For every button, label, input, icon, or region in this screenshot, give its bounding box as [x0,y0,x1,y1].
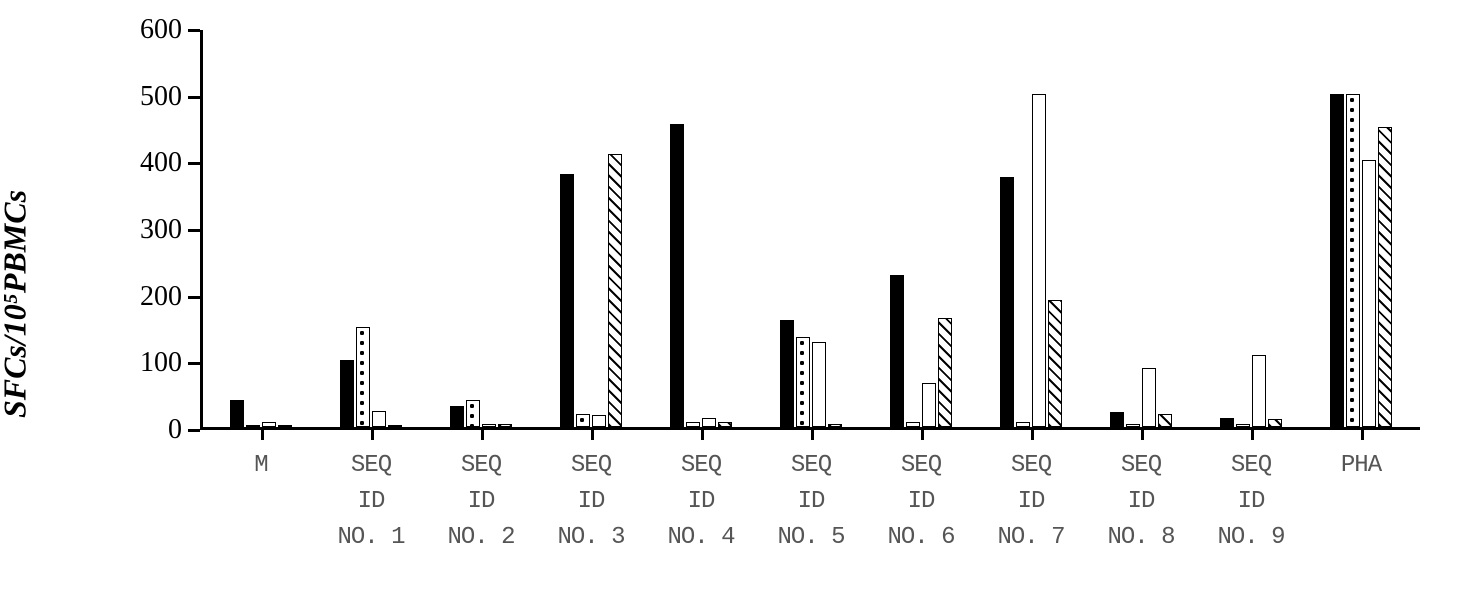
bar [1236,424,1250,427]
bar [560,174,574,427]
x-label: SEQ ID NO. 6 [887,448,954,556]
bar [1252,355,1266,427]
bar [1158,414,1172,427]
x-label: SEQ ID NO. 3 [557,448,624,556]
bar [340,360,354,427]
bar [1000,177,1014,427]
bar [1378,127,1392,427]
bar [592,415,606,427]
y-tick [188,362,200,365]
y-axis-label: SFCs/10⁵PBMCs [0,189,34,417]
x-tick [1361,430,1364,440]
bar [702,418,716,427]
bar [1032,94,1046,427]
bar [686,422,700,427]
bar [466,400,480,427]
bar [1016,422,1030,427]
y-tick [188,429,200,432]
bar [1268,419,1282,427]
bar [1362,160,1376,427]
x-tick [481,430,484,440]
bar [372,411,386,427]
bar [922,383,936,427]
x-tick [591,430,594,440]
bar [718,422,732,427]
bar [278,425,292,427]
y-tick-label: 0 [168,414,182,446]
x-tick [1031,430,1034,440]
x-tick [921,430,924,440]
y-tick-label: 100 [140,347,182,379]
plot-area: 0100200300400500600MSEQ ID NO. 1SEQ ID N… [200,30,1420,430]
bar [1110,412,1124,427]
x-axis-line [200,427,1420,430]
x-label: M [254,448,267,484]
bar [246,425,260,427]
x-label: SEQ ID NO. 5 [777,448,844,556]
bar [1220,418,1234,427]
bar [576,414,590,427]
x-tick [371,430,374,440]
x-tick [811,430,814,440]
bar [938,318,952,427]
y-tick [188,96,200,99]
x-label: SEQ ID NO. 1 [337,448,404,556]
bar [828,424,842,427]
x-tick [1141,430,1144,440]
bar [1142,368,1156,427]
x-label: SEQ ID NO. 8 [1107,448,1174,556]
bar [498,424,512,427]
y-axis-line [200,30,203,430]
bar [796,337,810,427]
y-tick [188,296,200,299]
y-tick [188,162,200,165]
chart-container: SFCs/10⁵PBMCs 0100200300400500600MSEQ ID… [20,20,1443,587]
x-label: SEQ ID NO. 4 [667,448,734,556]
bar [670,124,684,427]
bar [780,320,794,427]
bar [388,425,402,427]
y-tick-label: 600 [140,14,182,46]
x-tick [1251,430,1254,440]
bar [1330,94,1344,427]
y-tick-label: 300 [140,214,182,246]
bar [450,406,464,427]
bar [356,327,370,427]
bar [890,275,904,427]
bar [1346,94,1360,427]
y-tick-label: 200 [140,281,182,313]
x-label: SEQ ID NO. 7 [997,448,1064,556]
bar [906,422,920,427]
x-label: SEQ ID NO. 2 [447,448,514,556]
y-tick-label: 400 [140,147,182,179]
y-tick [188,29,200,32]
x-label: SEQ ID NO. 9 [1217,448,1284,556]
bar [1126,424,1140,427]
x-tick [701,430,704,440]
bar [1048,300,1062,427]
bar [482,424,496,427]
bar [812,342,826,427]
x-label: PHA [1341,448,1381,484]
y-tick-label: 500 [140,81,182,113]
x-tick [261,430,264,440]
bar [262,422,276,427]
bar [608,154,622,427]
y-tick [188,229,200,232]
bar [230,400,244,427]
